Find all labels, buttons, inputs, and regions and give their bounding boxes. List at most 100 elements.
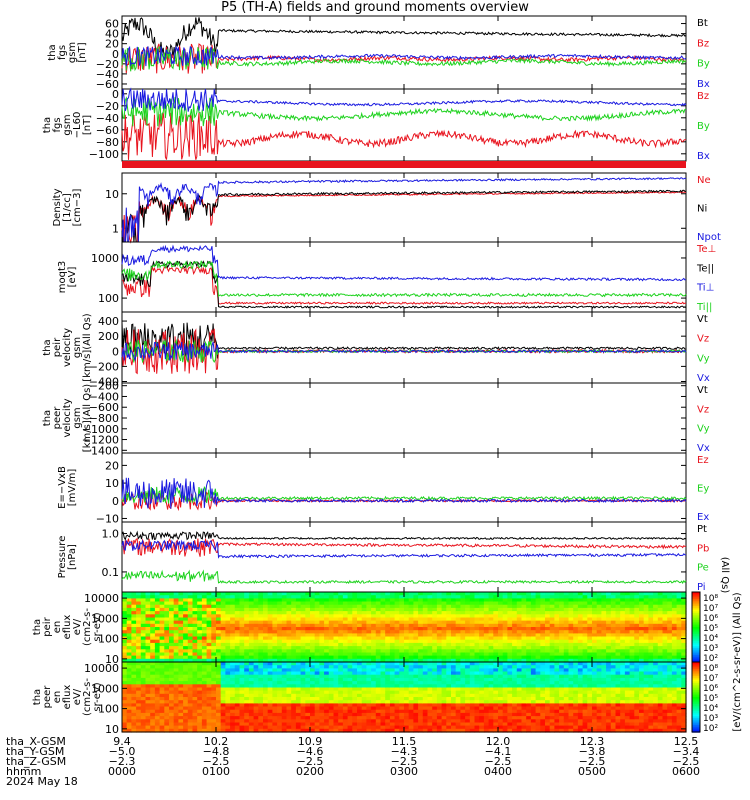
spectrogram-cell [441, 598, 447, 603]
spectrogram-cell [333, 642, 339, 647]
spectrogram-cell [643, 611, 649, 615]
spectrogram-cell [643, 601, 649, 606]
spectrogram-cell [281, 728, 288, 733]
spectrogram-cell [643, 604, 649, 609]
spectrogram-cell [230, 712, 236, 717]
spectrogram-cell [234, 712, 241, 717]
spectrogram-cell [244, 617, 250, 622]
spectrogram-cell [474, 611, 480, 615]
spectrogram-cell [549, 652, 555, 657]
spectrogram-cell [328, 627, 335, 631]
spectrogram-cell [469, 687, 476, 692]
spectrogram-cell [314, 592, 320, 596]
spectrogram-cell [413, 706, 419, 711]
spectrogram-cell [140, 703, 147, 708]
spectrogram-cell [164, 646, 170, 650]
spectrogram-cell [606, 595, 612, 599]
spectrogram-cell [455, 652, 461, 657]
spectrogram-cell [455, 614, 461, 619]
spectrogram-cell [310, 725, 316, 730]
spectrogram-cell [681, 652, 687, 657]
spectrogram-cell [211, 623, 217, 628]
spectrogram-cell [328, 693, 335, 698]
spectrogram-cell [277, 595, 283, 599]
spectrogram-cell [446, 627, 452, 631]
spectrogram-cell [469, 725, 476, 730]
spectrogram-cell [563, 592, 570, 596]
spectrogram-cell [187, 706, 194, 711]
spectrogram-cell [568, 716, 574, 720]
spectrogram-cell [366, 623, 372, 628]
spectrogram-cell [559, 617, 565, 622]
spectrogram-cell [258, 639, 264, 644]
spectrogram-cell [596, 592, 602, 596]
spectrogram-cell [545, 614, 551, 619]
spectrogram-cell [493, 639, 499, 644]
spectrogram-cell [131, 690, 137, 695]
spectrogram-cell [601, 658, 607, 663]
spectrogram-cell [474, 722, 480, 727]
spectrogram-cell [394, 716, 400, 720]
series-temp-Ti⊥ [121, 244, 687, 282]
spectrogram-cell [277, 607, 283, 612]
y-axis-label: tha [42, 410, 53, 426]
y-tick-label: 20 [105, 38, 119, 51]
spectrogram-cell [498, 604, 504, 609]
spectrogram-cell [606, 642, 612, 647]
spectrogram-cell [568, 649, 574, 654]
spectrogram-cell [653, 627, 659, 631]
spectrogram-cell [258, 607, 264, 612]
spectrogram-cell [286, 614, 292, 619]
spectrogram-cell [521, 681, 527, 685]
spectrogram-cell [413, 700, 419, 704]
spectrogram-cell [657, 601, 664, 606]
spectrogram-cell [629, 630, 635, 634]
y-axis-label: [cm−3] [72, 189, 83, 227]
spectrogram-cell [653, 611, 659, 615]
spectrogram-cell [295, 595, 302, 599]
spectrogram-cell [502, 652, 508, 657]
spectrogram-cell [615, 642, 621, 647]
spectrogram-cell [385, 655, 391, 660]
spectrogram-cell [211, 627, 217, 631]
spectrogram-cell [436, 636, 443, 641]
spectrogram-cell [244, 652, 250, 657]
spectrogram-cell [361, 604, 367, 609]
spectrogram-cell [248, 652, 255, 657]
spectrogram-cell [394, 614, 400, 619]
spectrogram-cell [357, 665, 363, 669]
spectrogram-cell [333, 690, 339, 695]
spectrogram-cell [432, 598, 438, 603]
spectrogram-cell [131, 719, 137, 724]
spectrogram-cell [545, 681, 551, 685]
spectrogram-cell [540, 646, 546, 650]
spectrogram-cell [394, 623, 400, 628]
spectrogram-cell [521, 592, 527, 596]
spectrogram-cell [248, 607, 255, 612]
spectrogram-cell [446, 719, 452, 724]
spectrogram-cell [183, 623, 189, 628]
spectrogram-cell [291, 665, 297, 669]
spectrogram-cell [253, 611, 259, 615]
spectrogram-cell [521, 595, 527, 599]
spectrogram-cell [657, 649, 664, 654]
spectrogram-cell [554, 620, 560, 625]
spectrogram-cell [610, 652, 617, 657]
spectrogram-cell [291, 719, 297, 724]
spectrogram-cell [422, 604, 429, 609]
spectrogram-cell [220, 607, 226, 612]
spectrogram-cell [305, 671, 311, 676]
spectrogram-cell [653, 649, 659, 654]
spectrogram-cell [216, 684, 222, 689]
spectrogram-cell [291, 697, 297, 701]
spectrogram-cell [216, 662, 222, 666]
spectrogram-cell [441, 681, 447, 685]
spectrogram-cell [592, 620, 598, 625]
spectrogram-cell [399, 681, 405, 685]
spectrogram-cell [573, 700, 579, 704]
spectrogram-cell [540, 687, 546, 692]
spectrogram-cell [483, 655, 490, 660]
spectrogram-cell [408, 636, 414, 641]
spectrogram-cell [347, 665, 353, 669]
spectrogram-cell [295, 728, 302, 733]
